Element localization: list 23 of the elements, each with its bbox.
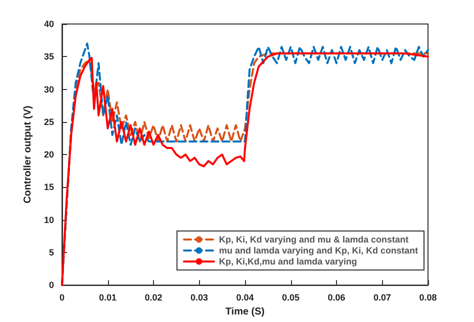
x-tick-label: 0.01	[98, 292, 117, 303]
x-tick-label: 0.02	[144, 292, 162, 303]
y-tick-label: 20	[44, 150, 54, 160]
x-tick-label: 0.03	[190, 292, 208, 303]
y-tick-label: 0	[48, 280, 54, 290]
y-tick-label: 30	[44, 84, 54, 94]
y-tick-label: 35	[44, 52, 54, 62]
y-axis-title: Controller output (V)	[22, 106, 34, 204]
y-tick-label: 15	[44, 182, 54, 192]
x-tick-label: 0	[59, 292, 65, 303]
x-tick-label: 0.08	[419, 292, 437, 303]
legend-label: mu and lamda varying and Kp, Ki, Kd constant	[218, 246, 418, 256]
y-tick-label: 25	[44, 116, 54, 127]
y-tick-label: 10	[44, 214, 54, 225]
y-tick-label: 40	[44, 19, 54, 29]
legend-label: Kp, Ki, Kd varying and mu & lamda constant	[218, 234, 409, 244]
x-tick-label: 0.06	[328, 292, 346, 303]
legend-label: Kp, Ki,Kd,mu and lamda varying	[218, 256, 358, 266]
y-tick-label: 5	[48, 247, 54, 258]
x-tick-label: 0.04	[236, 292, 254, 303]
x-tick-label: 0.05	[282, 292, 300, 303]
x-tick-label: 0.07	[373, 292, 392, 303]
x-axis-title: Time (S)	[225, 306, 265, 318]
